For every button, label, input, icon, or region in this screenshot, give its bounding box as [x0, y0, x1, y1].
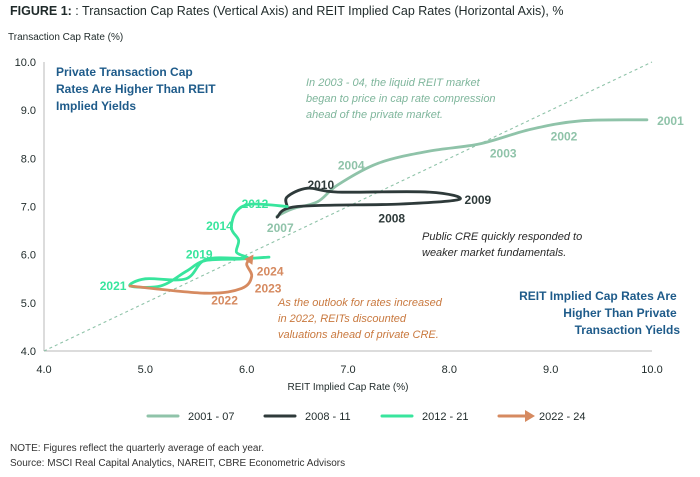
series-2008-11-line — [275, 186, 462, 219]
year-label-2012: 2012 — [242, 197, 269, 211]
x-tick-label: 10.0 — [641, 364, 662, 376]
legend-label: 2008 - 11 — [305, 411, 351, 423]
y-tick-label: 8.0 — [21, 153, 36, 165]
x-tick-label: 4.0 — [36, 364, 51, 376]
y-tick-label: 9.0 — [21, 105, 36, 117]
figure-title: FIGURE 1: : Transaction Cap Rates (Verti… — [10, 4, 563, 18]
year-label-2003: 2003 — [490, 147, 517, 161]
footnotes: NOTE: Figures reflect the quarterly aver… — [10, 441, 345, 471]
series-group — [128, 118, 649, 295]
year-label-2010: 2010 — [307, 178, 334, 192]
year-label-2007: 2007 — [267, 221, 294, 235]
year-label-2014: 2014 — [206, 219, 233, 233]
legend-label: 2022 - 24 — [539, 411, 585, 423]
callout-private-higher: Private Transaction Cap Rates Are Higher… — [56, 65, 219, 113]
legend-label: 2001 - 07 — [188, 411, 234, 423]
y-tick-label: 10.0 — [15, 57, 36, 69]
year-label-2004: 2004 — [338, 159, 365, 173]
x-tick-label: 7.0 — [340, 364, 355, 376]
series-2012-21-line — [128, 202, 289, 289]
series-2022-24-arrowhead — [244, 254, 254, 265]
series-2001-07-line — [275, 118, 649, 218]
reference-line — [43, 61, 653, 352]
legend: 2001 - 07 2008 - 11 2012 - 21 2022 - 24 — [146, 410, 585, 423]
figure-title-text: : Transaction Cap Rates (Vertical Axis) … — [75, 4, 564, 18]
note-2003-compression: In 2003 - 04, the liquid REIT market beg… — [306, 77, 499, 121]
y-tick-label: 5.0 — [21, 298, 36, 310]
year-label-2002: 2002 — [551, 130, 578, 144]
year-label-2022: 2022 — [211, 293, 238, 307]
note-public-cre: Public CRE quickly responded to weaker m… — [422, 231, 585, 259]
year-label-2008: 2008 — [378, 212, 405, 226]
figure-label: FIGURE 1: — [10, 4, 72, 18]
legend-label: 2012 - 21 — [422, 411, 468, 423]
x-axis-label: REIT Implied Cap Rate (%) — [288, 382, 409, 393]
year-label-2019: 2019 — [186, 248, 213, 262]
y-tick-label: 4.0 — [21, 346, 36, 358]
y-tick-label: 7.0 — [21, 202, 36, 214]
tick-labels: 4.0 5.0 6.0 7.0 8.0 9.0 10.0 4.0 5.0 6.0 7.0 8.0 9.0… — [15, 57, 663, 376]
source-text: Source: MSCI Real Capital Analytics, NAR… — [10, 458, 346, 469]
series-2022-24-line — [128, 255, 254, 295]
x-tick-label: 5.0 — [138, 364, 153, 376]
y-tick-label: 6.0 — [21, 250, 36, 262]
year-label-2001: 2001 — [657, 114, 684, 128]
year-label-2023: 2023 — [255, 281, 282, 295]
year-label-2021: 2021 — [100, 279, 127, 293]
cap-rate-chart: Transaction Cap Rate (%) 4.0 5.0 6.0 7.0 8.0… — [8, 32, 684, 423]
year-label-2009: 2009 — [465, 193, 492, 207]
note-rates-outlook: As the outlook for rates increased in 20… — [277, 297, 445, 341]
note-text: NOTE: Figures reflect the quarterly aver… — [10, 443, 265, 454]
x-tick-label: 8.0 — [442, 364, 457, 376]
legend-arrow-icon — [525, 410, 535, 422]
year-label-2024: 2024 — [257, 265, 284, 279]
callout-reit-higher: REIT Implied Cap Rates Are Higher Than P… — [519, 289, 680, 337]
diagonal-reference-line — [43, 61, 653, 352]
point-labels: 2001 2002 2003 2004 2007 2010 2009 2008 2012 2014… — [100, 114, 684, 308]
y-axis-label: Transaction Cap Rate (%) — [8, 32, 123, 43]
x-tick-label: 6.0 — [239, 364, 254, 376]
x-tick-label: 9.0 — [543, 364, 558, 376]
